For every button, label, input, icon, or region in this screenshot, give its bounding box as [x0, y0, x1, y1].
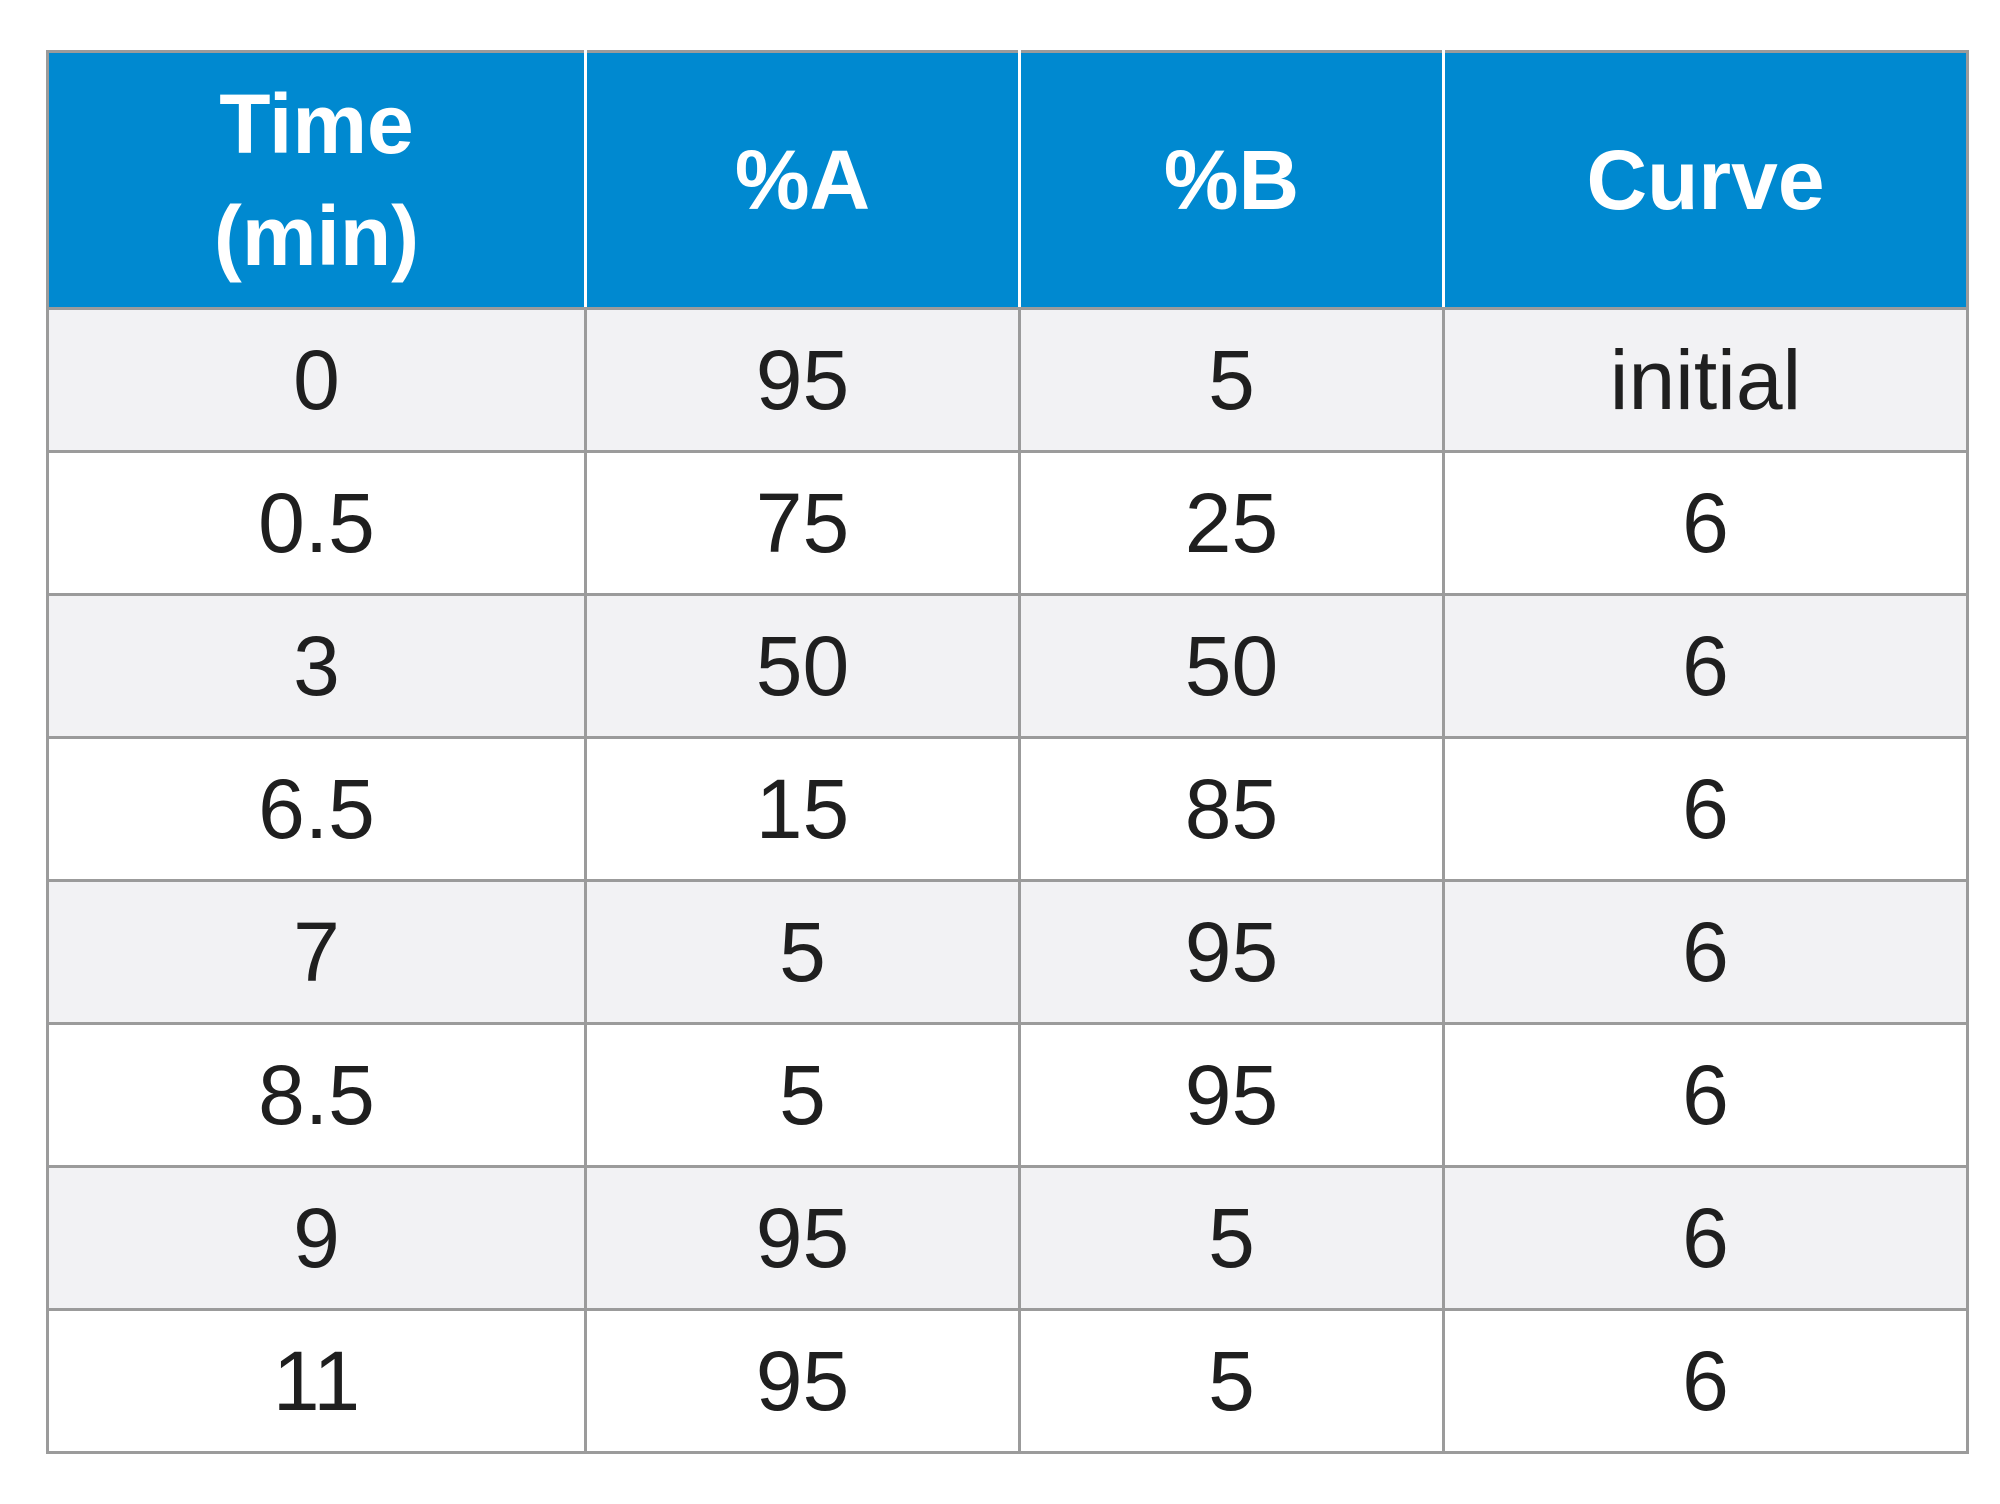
table-row: 3 50 50 6 — [46, 593, 1969, 739]
cell-percent-a: 5 — [584, 879, 1021, 1025]
header-row: Time (min) %A %B Curve — [47, 51, 1968, 310]
header-time: Time (min) — [47, 51, 586, 310]
table-row: 6.5 15 85 6 — [46, 736, 1969, 882]
cell-percent-b: 5 — [1018, 307, 1445, 453]
cell-curve: 6 — [1442, 1308, 1969, 1454]
header-time-line-1: Time — [219, 77, 414, 171]
table-row: 0.5 75 25 6 — [46, 450, 1969, 596]
cell-curve: 6 — [1442, 450, 1969, 596]
gradient-table: Time (min) %A %B Curve 0 95 5 initial — [46, 50, 1969, 1454]
header-curve: Curve — [1442, 51, 1968, 310]
cell-curve: 6 — [1442, 879, 1969, 1025]
cell-percent-b: 50 — [1018, 593, 1445, 739]
cell-curve: 6 — [1442, 1165, 1969, 1311]
cell-percent-b: 25 — [1018, 450, 1445, 596]
cell-time: 11 — [46, 1308, 587, 1454]
table-row: 11 95 5 6 — [46, 1308, 1969, 1454]
cell-time: 9 — [46, 1165, 587, 1311]
table-body: 0 95 5 initial 0.5 75 25 6 3 50 50 6 6.5… — [46, 307, 1969, 1454]
header-time-line-2: (min) — [213, 189, 420, 283]
cell-time: 7 — [46, 879, 587, 1025]
table-row: 7 5 95 6 — [46, 879, 1969, 1025]
cell-percent-a: 5 — [584, 1022, 1021, 1168]
cell-percent-a: 95 — [584, 1308, 1021, 1454]
cell-percent-a: 15 — [584, 736, 1021, 882]
cell-percent-b: 85 — [1018, 736, 1445, 882]
cell-time: 0 — [46, 307, 587, 453]
cell-percent-a: 95 — [584, 1165, 1021, 1311]
cell-time: 6.5 — [46, 736, 587, 882]
cell-curve: initial — [1442, 307, 1969, 453]
table-header: Time (min) %A %B Curve — [47, 51, 1968, 310]
table-row: 0 95 5 initial — [46, 307, 1969, 453]
table-row: 8.5 5 95 6 — [46, 1022, 1969, 1168]
cell-percent-a: 75 — [584, 450, 1021, 596]
header-percent-a-label: %A — [734, 133, 871, 227]
cell-percent-b: 95 — [1018, 1022, 1445, 1168]
cell-curve: 6 — [1442, 1022, 1969, 1168]
header-percent-a: %A — [584, 51, 1020, 310]
cell-time: 0.5 — [46, 450, 587, 596]
header-percent-b: %B — [1018, 51, 1444, 310]
cell-time: 3 — [46, 593, 587, 739]
cell-percent-b: 95 — [1018, 879, 1445, 1025]
cell-percent-b: 5 — [1018, 1165, 1445, 1311]
table-row: 9 95 5 6 — [46, 1165, 1969, 1311]
header-curve-label: Curve — [1586, 133, 1825, 227]
cell-curve: 6 — [1442, 736, 1969, 882]
cell-percent-a: 50 — [584, 593, 1021, 739]
cell-curve: 6 — [1442, 593, 1969, 739]
gradient-table-container: Time (min) %A %B Curve 0 95 5 initial — [46, 50, 1969, 1454]
header-percent-b-label: %B — [1163, 133, 1300, 227]
cell-time: 8.5 — [46, 1022, 587, 1168]
cell-percent-b: 5 — [1018, 1308, 1445, 1454]
cell-percent-a: 95 — [584, 307, 1021, 453]
